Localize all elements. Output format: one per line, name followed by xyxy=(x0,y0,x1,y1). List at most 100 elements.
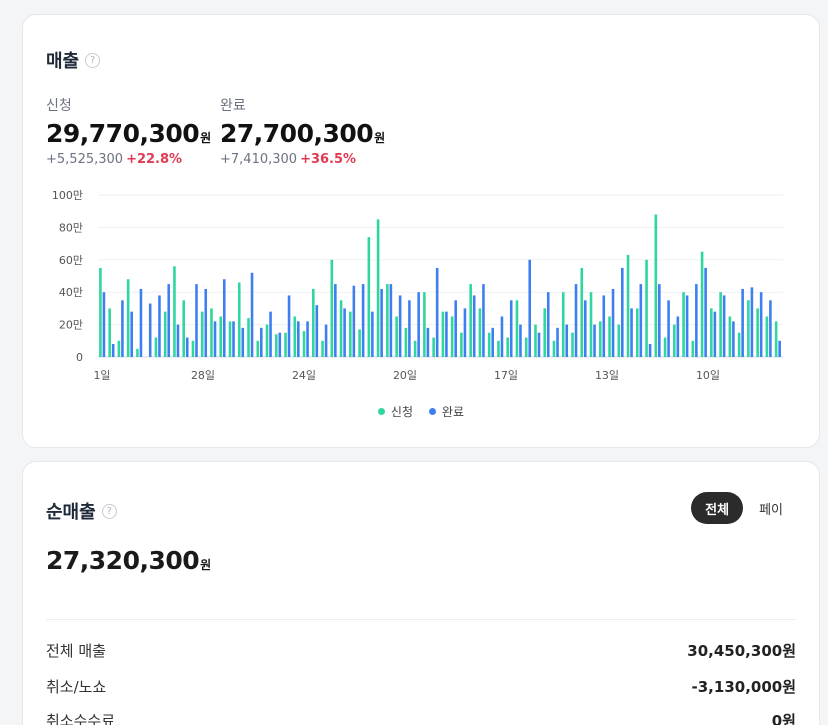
bar-applied xyxy=(737,332,741,357)
bar-applied xyxy=(349,311,352,357)
applied-delta: +5,525,300 +22.8% xyxy=(46,152,183,167)
bar-applied xyxy=(413,340,417,357)
bar-applied xyxy=(728,316,732,357)
bar-applied xyxy=(571,332,574,357)
legend-completed-label: 완료 xyxy=(442,405,465,419)
bar-applied xyxy=(765,316,769,357)
bar-applied xyxy=(256,340,260,357)
tab-all[interactable]: 전체 xyxy=(691,492,744,524)
bar-applied xyxy=(663,337,667,357)
bar-completed xyxy=(222,279,226,357)
legend-applied-dot xyxy=(377,408,385,415)
bar-applied xyxy=(200,311,204,357)
chart-legend: 신청 완료 xyxy=(23,403,819,420)
bar-completed xyxy=(519,324,522,357)
bar-completed xyxy=(139,288,143,357)
completed-delta: +7,410,300 +36.5% xyxy=(220,152,357,167)
row-value: 30,450,300원 xyxy=(687,642,796,660)
bar-applied xyxy=(386,284,389,357)
legend-completed[interactable]: 완료 xyxy=(429,403,464,420)
bar-applied xyxy=(228,321,232,357)
sales-title: 매출 xyxy=(46,51,80,72)
bar-completed xyxy=(685,295,689,357)
bar-completed xyxy=(287,295,291,357)
bar-applied xyxy=(117,340,121,357)
bar-completed xyxy=(297,321,300,357)
bar-applied xyxy=(598,321,602,357)
bar-completed xyxy=(583,300,587,357)
help-icon[interactable]: ? xyxy=(85,52,101,68)
bar-completed xyxy=(676,316,680,357)
y-tick-label: 100만 xyxy=(52,189,83,202)
bar-applied xyxy=(552,340,556,357)
bar-completed xyxy=(491,327,494,357)
bar-applied xyxy=(284,332,287,357)
net-title: 순매출 xyxy=(46,502,96,523)
bar-applied xyxy=(154,337,158,357)
bar-applied xyxy=(534,324,537,357)
divider xyxy=(46,619,796,620)
bar-completed xyxy=(389,284,393,357)
x-tick-label: 13일 xyxy=(595,368,619,382)
bar-applied xyxy=(645,259,648,357)
bar-completed xyxy=(435,267,439,357)
sales-title-row: 매출 ? xyxy=(46,47,101,73)
bar-completed xyxy=(463,308,467,357)
bar-completed xyxy=(185,337,189,357)
bar-applied xyxy=(617,324,621,357)
legend-applied[interactable]: 신청 xyxy=(377,403,413,420)
bar-applied xyxy=(265,324,269,357)
bar-completed xyxy=(204,288,208,357)
row-total-sales: 전체 매출 30,450,300원 xyxy=(46,640,796,661)
bar-completed xyxy=(722,295,726,357)
bar-applied xyxy=(404,327,408,357)
bar-applied xyxy=(478,308,482,357)
row-label: 취소/노쇼 xyxy=(46,678,107,696)
bar-completed xyxy=(361,284,365,357)
bar-completed xyxy=(241,327,245,357)
bar-applied xyxy=(497,340,500,357)
bar-applied xyxy=(654,214,658,357)
bar-completed xyxy=(445,311,448,357)
bar-completed xyxy=(500,316,504,357)
bar-completed xyxy=(528,259,532,357)
net-title-row: 순매출 ? xyxy=(46,498,117,524)
bar-completed xyxy=(565,324,569,357)
bar-applied xyxy=(312,288,315,357)
bar-applied xyxy=(774,321,778,357)
bar-completed xyxy=(398,295,402,357)
y-tick-label: 80만 xyxy=(59,221,83,234)
row-value: -3,130,000원 xyxy=(691,678,796,696)
payment-filter-tabs: 전체 페이 xyxy=(691,492,797,524)
bar-applied xyxy=(237,282,241,357)
bar-completed xyxy=(334,284,337,357)
bar-applied xyxy=(441,311,445,357)
bar-applied xyxy=(747,300,750,357)
bar-completed xyxy=(759,292,763,357)
bar-completed xyxy=(778,340,781,357)
applied-pct: +22.8% xyxy=(126,152,183,167)
bar-completed xyxy=(259,327,263,357)
bar-completed xyxy=(713,311,717,357)
applied-label: 신청 xyxy=(46,98,72,114)
bar-completed xyxy=(741,288,744,357)
tab-pay[interactable]: 페이 xyxy=(745,492,797,524)
completed-unit: 원 xyxy=(374,131,385,145)
bar-applied xyxy=(515,300,519,357)
y-tick-label: 60만 xyxy=(59,254,83,267)
bar-applied xyxy=(700,251,704,357)
bar-completed xyxy=(306,321,309,357)
help-icon[interactable]: ? xyxy=(101,503,117,519)
bar-completed xyxy=(148,303,152,357)
completed-label: 완료 xyxy=(220,98,246,114)
row-value: 0원 xyxy=(771,712,796,725)
bar-completed xyxy=(324,324,328,357)
net-sales-card: 순매출 ? 전체 페이 27,320,300원 전체 매출 30,450,300… xyxy=(22,461,820,725)
bar-applied xyxy=(608,316,611,357)
bar-applied xyxy=(376,219,380,357)
bar-applied xyxy=(432,337,435,357)
bar-applied xyxy=(580,267,584,357)
bar-applied xyxy=(460,332,463,357)
bar-completed xyxy=(648,344,652,357)
bar-applied xyxy=(710,308,713,357)
